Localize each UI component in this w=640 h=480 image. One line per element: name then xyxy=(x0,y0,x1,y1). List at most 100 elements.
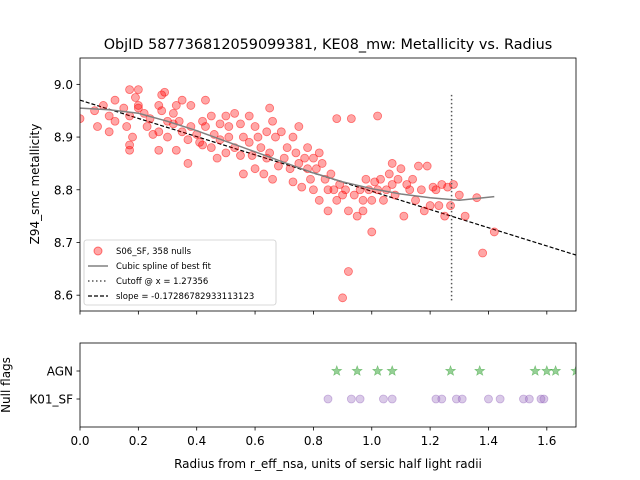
legend: S06_SF, 358 nulls Cubic spline of best f… xyxy=(83,239,277,306)
metallicity-point xyxy=(244,137,254,147)
metallicity-point xyxy=(206,111,216,121)
metallicity-point xyxy=(125,140,135,150)
metallicity-point xyxy=(402,180,412,189)
metallicity-point xyxy=(122,122,132,131)
metallicity-point xyxy=(177,127,187,137)
metallicity-point xyxy=(367,227,377,237)
flags-y-tick-label-k01: K01_SF xyxy=(29,393,73,407)
metallicity-point xyxy=(387,180,397,189)
metallicity-point xyxy=(460,211,470,221)
metallicity-point xyxy=(446,201,455,210)
legend-label-cutoff: Cutoff @ x = 1.27356 xyxy=(116,277,208,287)
metallicity-point xyxy=(104,111,114,121)
main-y-tick-label: 9.0 xyxy=(54,78,73,92)
flags-x-tick-label: 0.2 xyxy=(129,434,148,448)
metallicity-point xyxy=(256,143,266,153)
k01-flag-marker xyxy=(379,394,388,404)
metallicity-point xyxy=(405,185,415,195)
metallicity-point xyxy=(309,153,318,163)
metallicity-point xyxy=(183,135,193,145)
main-y-tick-label: 8.8 xyxy=(54,183,73,197)
metallicity-point xyxy=(168,108,178,118)
agn-flag-marker xyxy=(529,364,541,376)
metallicity-point xyxy=(329,185,339,195)
metallicity-point xyxy=(332,195,342,205)
flags-plot: AGN K01_SF 0.0 0.2 0.4 0.6 0.8 1.0 1.2 1.4 1.6 N… xyxy=(0,342,577,471)
metallicity-point xyxy=(361,174,371,184)
metallicity-point xyxy=(206,143,216,153)
metallicity-point xyxy=(163,132,172,142)
k01-flag-marker xyxy=(355,394,365,404)
legend-label-points: S06_SF, 358 nulls xyxy=(116,247,192,257)
metallicity-point xyxy=(341,185,350,195)
legend-label-spline: Cubic spline of best fit xyxy=(116,262,212,272)
metallicity-point xyxy=(422,161,432,171)
main-y-axis-label: Z94_smc metallicity xyxy=(28,124,42,245)
flags-plot-frame xyxy=(80,343,576,427)
metallicity-point xyxy=(133,101,143,110)
metallicity-point xyxy=(338,190,347,200)
metallicity-point xyxy=(408,174,418,184)
agn-flag-marker xyxy=(570,364,576,376)
k01-flag-marker xyxy=(431,394,441,404)
metallicity-point xyxy=(297,182,307,192)
metallicity-point xyxy=(90,106,99,116)
metallicity-point xyxy=(131,93,140,102)
metallicity-point xyxy=(273,161,283,171)
k01-flag-marker xyxy=(451,394,461,404)
agn-flag-marker xyxy=(330,364,343,376)
metallicity-point xyxy=(253,132,263,142)
metallicity-point xyxy=(282,143,292,153)
metallicity-point xyxy=(104,127,114,137)
metallicity-point xyxy=(98,101,108,110)
metallicity-point xyxy=(431,185,441,195)
main-plot-border xyxy=(79,57,577,312)
agn-flag-marker xyxy=(474,364,486,376)
main-y-tick-label: 8.9 xyxy=(54,131,73,145)
metallicity-point xyxy=(317,159,327,168)
metallicity-point xyxy=(268,174,277,184)
metallicity-point xyxy=(160,87,170,97)
metallicity-point xyxy=(177,95,187,105)
flags-x-ticks: 0.0 0.2 0.4 0.6 0.8 1.0 1.2 1.4 1.6 xyxy=(70,427,556,448)
agn-flag-marker xyxy=(351,364,363,376)
metallicity-point xyxy=(358,206,368,216)
k01-flag-marker xyxy=(346,394,356,404)
metallicity-point xyxy=(416,185,426,195)
metallicity-point xyxy=(268,116,277,126)
metallicity-point xyxy=(346,114,356,124)
metallicity-point xyxy=(314,195,324,205)
main-y-tick-label: 8.6 xyxy=(54,289,73,303)
main-y-tick-label: 8.7 xyxy=(54,236,73,250)
metallicity-point xyxy=(133,85,143,95)
k01-flag-marker xyxy=(536,394,546,404)
metallicity-point xyxy=(93,122,102,131)
metallicity-point xyxy=(387,159,397,168)
metallicity-point xyxy=(154,127,164,137)
flags-y-axis-label: Null flags xyxy=(0,357,13,413)
flags-x-tick-label: 0.8 xyxy=(304,434,323,448)
chart-title: ObjID 587736812059099381, KE08_mw: Metal… xyxy=(104,37,553,53)
metallicity-point xyxy=(300,153,310,163)
metallicity-point xyxy=(236,151,245,160)
k01-flag-marker xyxy=(539,394,549,404)
metallicity-point xyxy=(125,85,135,95)
metallicity-point xyxy=(349,190,359,200)
k01-flag-marker xyxy=(524,394,534,404)
metallicity-point xyxy=(276,127,286,137)
agn-flag-marker xyxy=(371,364,384,376)
metallicity-point xyxy=(186,101,196,110)
metallicity-point xyxy=(154,101,164,110)
metallicity-point xyxy=(314,148,324,158)
metallicity-point xyxy=(294,122,304,131)
metallicity-point xyxy=(224,132,234,142)
metallicity-point xyxy=(291,148,301,158)
legend-label-slope: slope = -0.17286782933113123 xyxy=(116,292,254,302)
metallicity-point xyxy=(259,169,269,179)
metallicity-point xyxy=(411,195,420,205)
flags-x-tick-label: 0.6 xyxy=(246,434,265,448)
metallicity-point xyxy=(344,206,353,216)
metallicity-point xyxy=(262,127,272,137)
metallicity-point xyxy=(379,195,388,205)
